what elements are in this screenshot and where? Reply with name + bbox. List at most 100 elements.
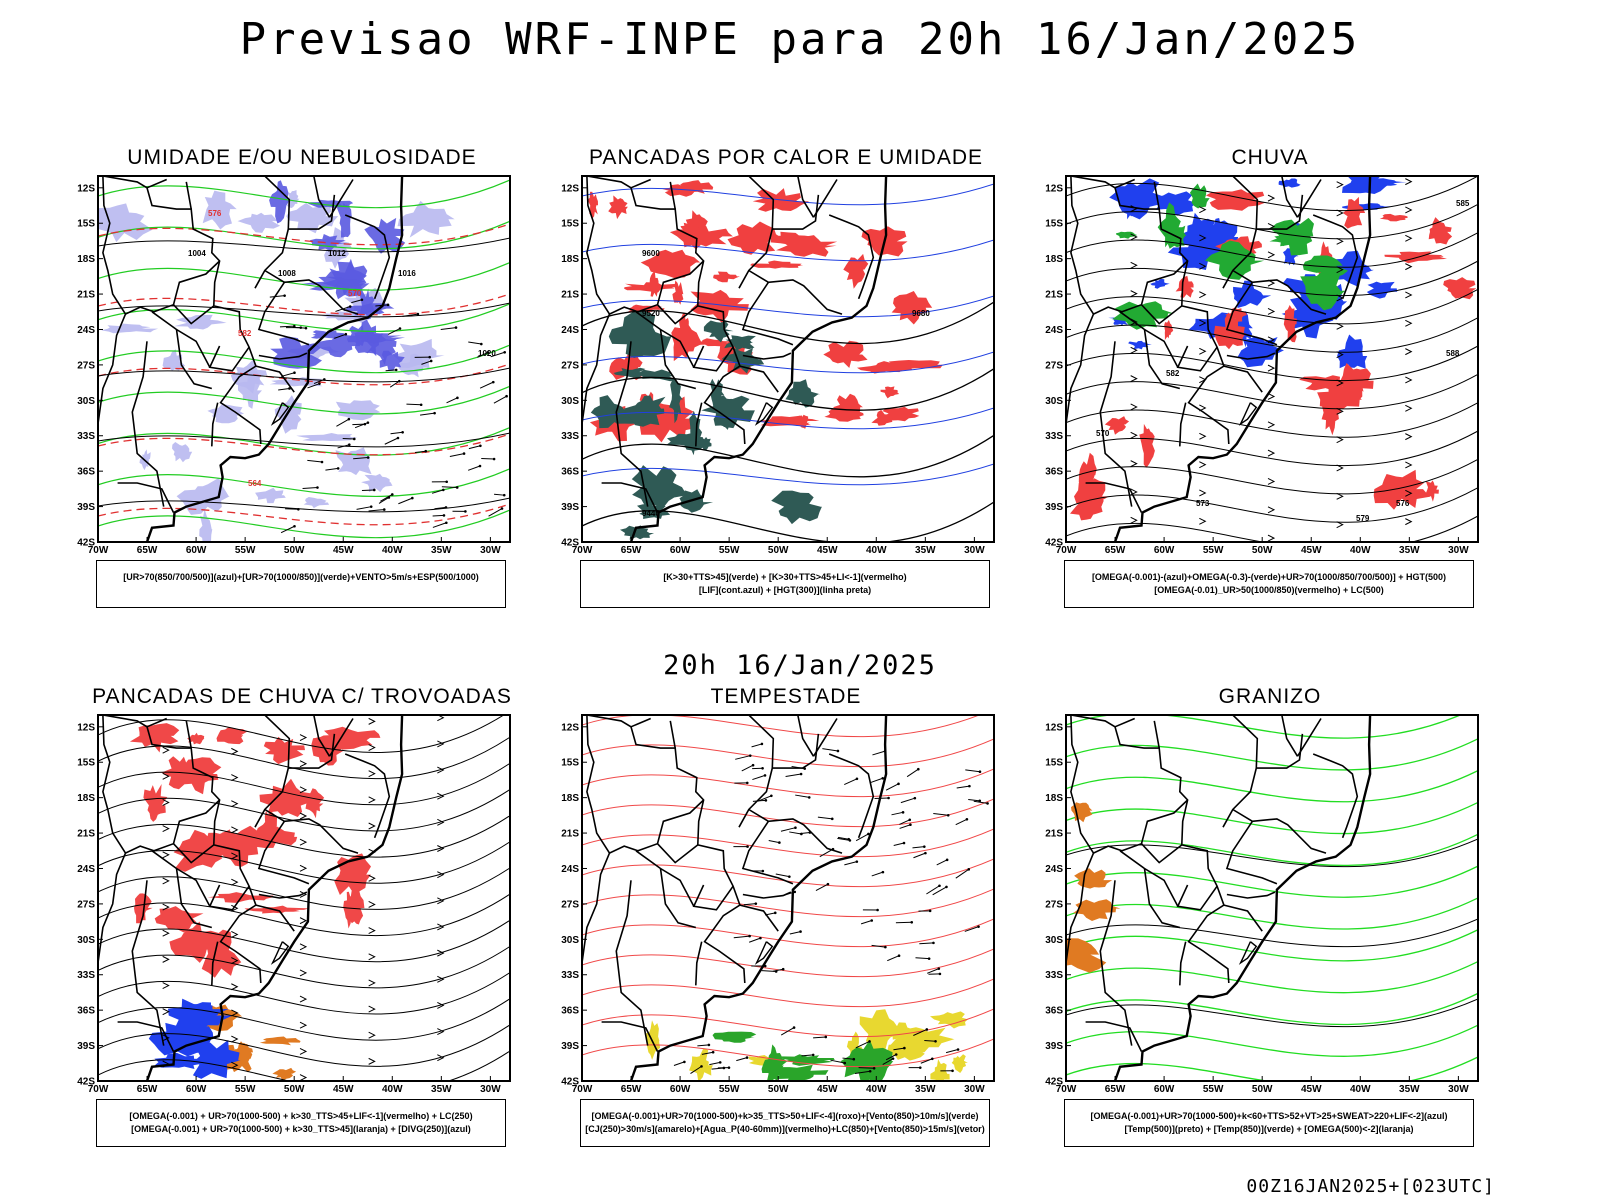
rain-green — [1115, 231, 1138, 239]
border-line — [656, 304, 699, 325]
contour-label: 1020 — [478, 349, 496, 358]
map-layers: 9600 9520 9440 9680 — [582, 176, 994, 542]
wind-vector-head — [852, 1057, 856, 1061]
border-line — [1223, 904, 1263, 932]
instability-dark-green — [771, 490, 822, 525]
border-line — [1256, 194, 1304, 230]
border-line — [741, 281, 794, 346]
wind-vector — [389, 380, 400, 388]
coastline-east — [145, 176, 404, 542]
contour-label: 1008 — [278, 269, 296, 278]
streamline-arrow — [437, 897, 445, 905]
wind-vector — [964, 926, 979, 932]
wind-vector — [479, 381, 494, 389]
wind-vector-head — [360, 298, 364, 302]
streamline-arrow — [299, 1021, 308, 1029]
border-line — [151, 311, 211, 368]
wind-vector — [795, 794, 810, 798]
map-frame — [97, 714, 511, 1082]
valid-time-title: 20h 16/Jan/2025 — [663, 650, 937, 681]
streamline-arrow — [1267, 251, 1276, 259]
lat-label: 30S — [561, 935, 579, 946]
wind-vector — [956, 785, 970, 789]
contour-label: 585 — [1456, 199, 1470, 208]
wind-vector-head — [348, 305, 352, 308]
wind-vector-head — [934, 1040, 937, 1043]
wind-vector — [789, 831, 802, 835]
wind-vector — [493, 395, 507, 404]
wind-vector — [398, 497, 413, 505]
streamline-arrow — [437, 949, 445, 957]
wind-vector-head — [464, 510, 467, 513]
omega-orange — [1073, 899, 1121, 921]
streamline — [1066, 458, 1478, 495]
border-line — [586, 176, 746, 445]
streamline-arrow — [368, 1057, 376, 1065]
wind-vector-head — [299, 326, 303, 329]
wind-vector-head — [707, 1043, 711, 1047]
streamline-arrow — [1336, 322, 1344, 330]
humidity-area — [296, 433, 358, 441]
wind-vector — [342, 437, 355, 440]
instability-red — [624, 282, 678, 293]
streamline — [98, 815, 510, 858]
thunder-red — [263, 736, 305, 765]
border-line — [692, 884, 734, 911]
rain-blue — [1337, 334, 1368, 369]
wind-vector-head — [347, 417, 351, 421]
wind-vector-head — [897, 782, 900, 786]
border-line — [1140, 304, 1183, 325]
wind-vector — [871, 871, 884, 877]
panel-granizo: GRANIZO 12S 15S 18S 21S 24S 27S 30S 33S 36S 39S 42… — [1030, 685, 1510, 1175]
wind-vector-head — [902, 841, 906, 845]
lon-label: 30W — [480, 545, 501, 556]
wind-vector — [307, 383, 320, 389]
wind-vector-head — [794, 826, 797, 829]
wind-vector — [854, 1070, 871, 1075]
streamline-arrow — [368, 979, 376, 987]
border-line — [586, 715, 705, 855]
rain-blue — [1109, 178, 1167, 220]
border-line — [601, 482, 659, 513]
lat-label: 15S — [77, 758, 95, 769]
wind-vector-head — [293, 371, 296, 375]
lon-label: 35W — [431, 545, 452, 556]
border-line — [288, 194, 336, 230]
streamline — [1066, 260, 1478, 297]
contour-label: 582 — [238, 329, 252, 338]
border-line — [211, 402, 219, 447]
rain-blue — [1233, 280, 1272, 308]
hgt300-contour — [582, 301, 994, 345]
wind-vector — [414, 450, 426, 454]
wind-vector-head — [486, 351, 490, 354]
lat-label: 12S — [77, 183, 95, 194]
border-line — [1232, 808, 1327, 854]
streamline — [1066, 515, 1478, 542]
map-background — [98, 715, 510, 1081]
wind-vector-head — [788, 875, 791, 878]
pressure-contour — [98, 432, 510, 448]
wind-vector — [837, 837, 850, 841]
border-line — [586, 176, 705, 316]
water-contour-red — [582, 948, 994, 978]
border-line — [1226, 891, 1276, 899]
streamline-arrow — [162, 955, 170, 963]
border-line — [257, 820, 310, 885]
border-line — [1176, 345, 1218, 372]
wind-vector — [915, 957, 930, 960]
wind-vector-head — [480, 342, 483, 346]
wind-vector-head — [965, 817, 969, 821]
lon-label: 55W — [235, 1084, 256, 1095]
lat-label: 36S — [561, 1006, 579, 1017]
wind-vector — [815, 883, 829, 892]
thunder-orange — [259, 1036, 301, 1046]
hgt300-contour — [582, 434, 994, 478]
lat-label: 33S — [77, 970, 95, 981]
wind-vector-head — [938, 884, 941, 888]
streamline-arrow — [299, 943, 308, 951]
streamline-arrow — [1199, 291, 1207, 299]
lat-label: 24S — [561, 325, 579, 336]
rain-red — [1379, 213, 1408, 222]
border-line — [1143, 868, 1181, 929]
wind-vector — [307, 459, 323, 463]
